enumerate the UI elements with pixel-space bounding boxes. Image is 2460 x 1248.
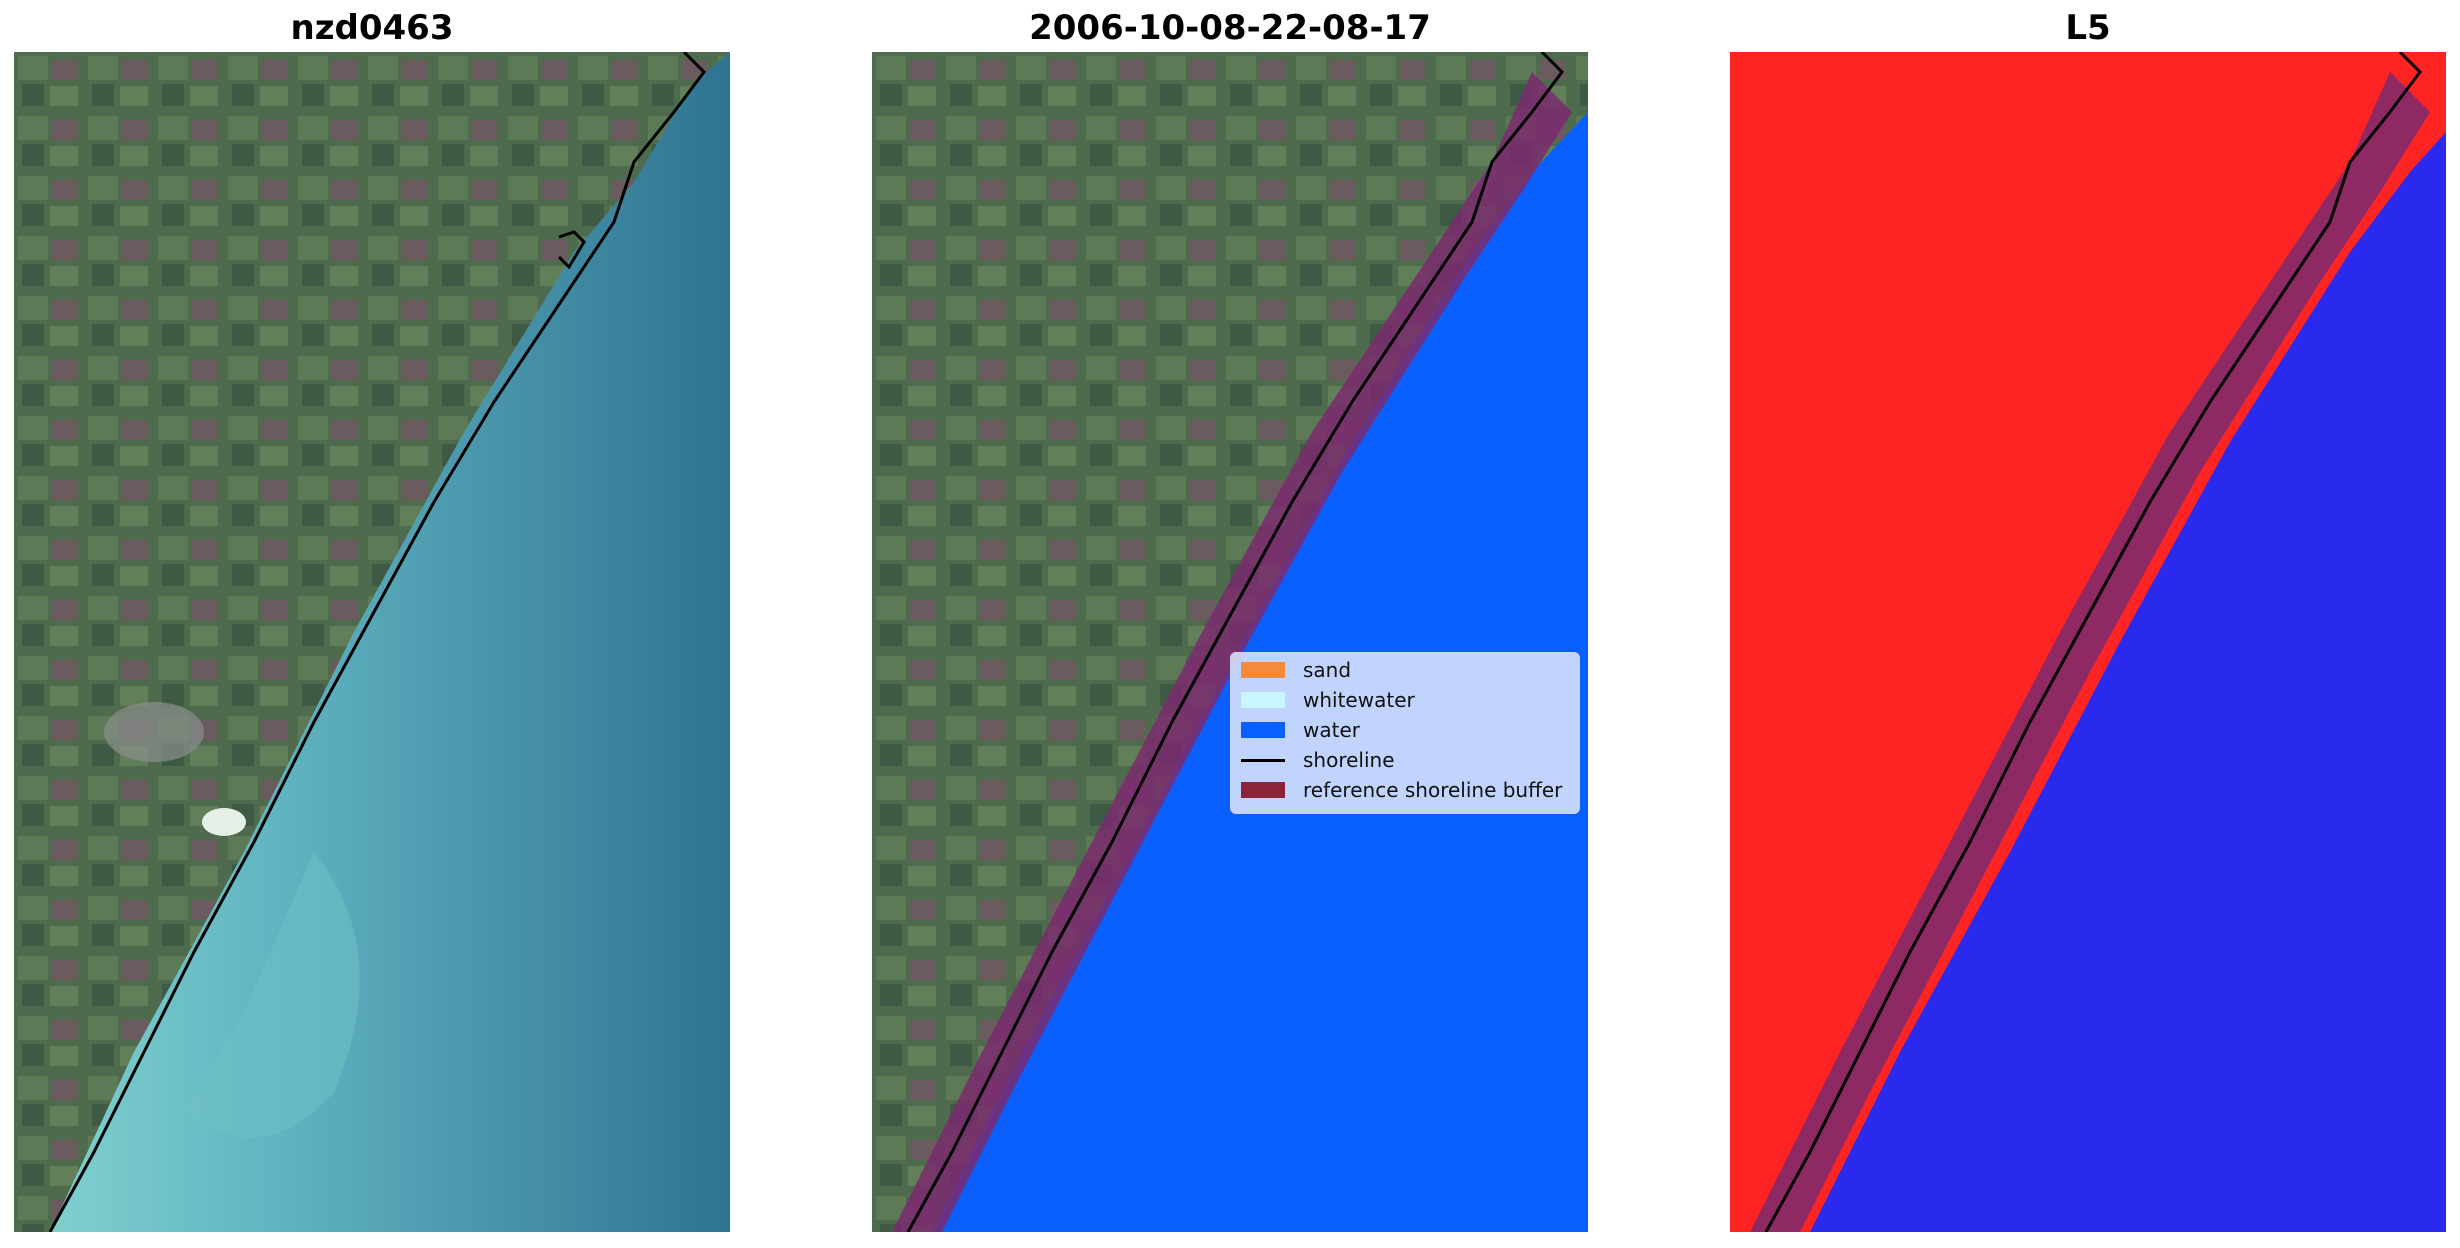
buffer-swatch	[1241, 782, 1285, 798]
legend-label: sand	[1303, 658, 1352, 682]
classified-image	[872, 52, 1588, 1232]
legend-item-whitewater: whitewater	[1241, 685, 1415, 715]
shoreline-line-swatch	[1241, 758, 1285, 762]
legend-item-sand: sand	[1241, 655, 1351, 685]
legend-label: whitewater	[1303, 688, 1415, 712]
panel-title-classified: 2006-10-08-22-08-17	[1029, 8, 1431, 48]
index-image	[1730, 52, 2446, 1232]
panel-title-rgb: nzd0463	[290, 8, 454, 48]
shoreline-path	[48, 52, 706, 1232]
legend-label: shoreline	[1303, 748, 1395, 772]
legend-label: reference shoreline buffer	[1303, 778, 1563, 802]
legend-item-buffer: reference shoreline buffer	[1241, 775, 1562, 805]
legend-item-water: water	[1241, 715, 1360, 745]
rgb-satellite-image	[14, 52, 730, 1232]
panel-title-index: L5	[2065, 8, 2111, 48]
whitewater-swatch	[1241, 692, 1285, 708]
legend-label: water	[1303, 718, 1360, 742]
index-image-panel	[1730, 52, 2446, 1232]
water-swatch	[1241, 722, 1285, 738]
rgb-image-panel	[14, 52, 730, 1232]
legend-item-shoreline: shoreline	[1241, 745, 1395, 775]
sand-swatch	[1241, 662, 1285, 678]
classified-image-panel	[872, 52, 1588, 1232]
legend: sand whitewater water shoreline referenc…	[1230, 652, 1580, 814]
